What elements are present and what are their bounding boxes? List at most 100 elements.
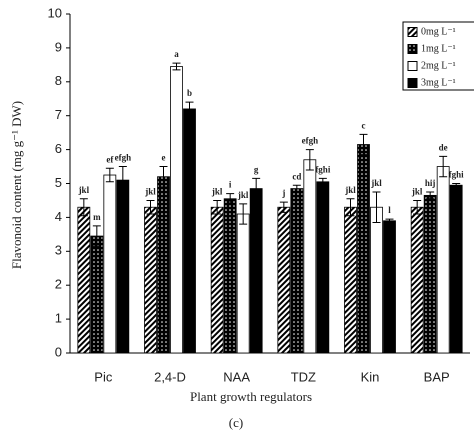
significance-letter: efgh [302,136,319,146]
y-tick-label: 6 [55,141,62,156]
bar [223,198,237,354]
significance-letter: b [187,88,192,98]
bar [170,66,183,354]
bar [277,206,291,354]
bar [344,206,357,354]
error-bar [226,193,235,205]
y-tick-label: 9 [55,39,62,54]
bar [370,206,383,354]
error-bar [185,101,194,117]
legend-swatch [407,44,418,54]
bar [77,206,91,354]
x-tick-label: NAA [223,369,250,384]
significance-letter: cd [292,171,301,181]
bar [157,176,170,354]
significance-letter: jkl [211,187,223,197]
error-bar [79,198,88,217]
x-tick-label: TDZ [291,369,316,384]
bar [103,174,117,354]
significance-letter: ef [106,154,114,164]
significance-letter: jkl [370,178,382,188]
error-bar [92,225,101,247]
error-bar [439,155,448,178]
error-bar [318,177,327,186]
x-tick-label: BAP [424,369,450,384]
bar [436,166,450,354]
significance-letter: m [93,212,101,222]
significance-letter: a [174,49,179,59]
bar [183,108,196,354]
significance-letter: efgh [115,153,132,163]
error-bar [305,149,314,171]
significance-letter: jkl [237,190,249,200]
bar [116,179,130,354]
y-tick-label: 8 [55,73,62,88]
legend-label: 3mg L⁻¹ [421,77,456,88]
y-tick-label: 1 [55,311,62,326]
significance-letter: jkl [78,185,90,195]
x-tick-label: 2,4-D [154,369,186,384]
bar [210,206,224,354]
error-bar [159,166,168,188]
bar [316,181,330,354]
error-bar [252,177,261,200]
x-tick-label: Kin [361,369,380,384]
legend-label: 2mg L⁻¹ [421,60,456,71]
significance-letter: g [254,164,259,174]
x-tick-label: Pic [94,369,113,384]
y-tick-label: 5 [55,175,62,190]
y-tick-label: 7 [55,107,62,122]
y-tick-label: 3 [55,243,62,258]
legend-label: 1mg L⁻¹ [421,43,456,54]
bar [90,235,104,354]
error-bar [239,203,248,225]
bar [249,188,263,354]
legend-label: 0mg L⁻¹ [421,26,456,37]
error-bar [279,201,288,213]
error-bar [213,199,222,215]
y-tick-label: 2 [55,277,62,292]
significance-letter: jkl [144,187,156,197]
bar [383,220,396,354]
error-bar [118,166,127,195]
y-tick-label: 0 [55,344,62,359]
error-bar [359,133,368,156]
x-axis-title: Plant growth regulators [190,389,312,404]
significance-letter: i [229,180,232,190]
legend-swatch [407,27,418,37]
error-bar [385,218,394,223]
error-bar [146,199,155,215]
significance-letter: jkl [411,187,423,197]
y-axis-title: Flavonoid content (mg g⁻¹ DW) [9,101,24,269]
caption: (c) [229,415,243,430]
significance-letter: hij [425,178,436,188]
significance-letter: fghi [449,170,465,180]
bar [410,206,424,354]
bar [423,194,437,354]
significance-letter: de [439,142,448,152]
significance-letter: j [281,188,285,198]
significance-letter: c [362,120,366,130]
legend-swatch [407,78,418,88]
bar [303,159,317,354]
bar [290,188,304,354]
legend-swatch [407,61,418,71]
error-bar [105,167,114,183]
error-bar [292,184,301,193]
bar [449,184,463,354]
y-tick-label: 10 [48,5,62,20]
significance-letter: fghi [315,164,331,174]
error-bar [426,191,435,200]
error-bar [452,183,461,188]
bar [236,213,250,354]
y-tick-label: 4 [55,209,62,224]
error-bar [346,198,355,217]
significance-letter: e [162,153,166,163]
error-bar [172,62,181,71]
error-bar [372,191,381,223]
significance-letter: jkl [344,185,356,195]
error-bar [413,199,422,215]
bar [357,144,370,354]
significance-letter: l [388,205,391,215]
